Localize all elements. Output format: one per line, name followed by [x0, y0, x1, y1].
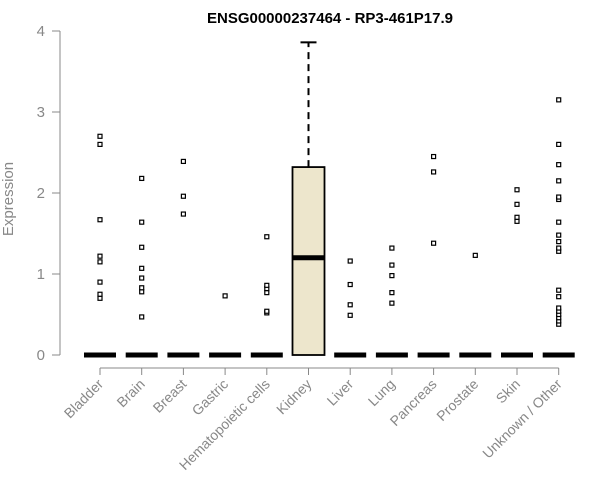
outlier-point [264, 308, 270, 314]
y-tick-label: 1 [37, 266, 45, 283]
outlier-point [347, 258, 353, 264]
outlier-point [389, 300, 395, 306]
outlier-point [139, 175, 145, 182]
outlier-point [556, 287, 562, 293]
x-tick-label: Unknown / Other [479, 376, 565, 462]
outlier-point [514, 187, 520, 193]
outlier-point [180, 211, 186, 217]
outlier-point [514, 201, 520, 207]
outlier-point [472, 252, 478, 258]
outlier-point [97, 141, 103, 147]
outlier-point [556, 294, 562, 300]
outlier-point [97, 253, 103, 259]
y-tick-label: 4 [37, 23, 45, 40]
outlier-point [556, 141, 562, 147]
outlier-point [556, 245, 562, 251]
outlier-point [139, 289, 145, 295]
outlier-point [514, 214, 520, 220]
outlier-point [264, 290, 270, 296]
outlier-point [389, 245, 395, 251]
x-tick-label: Prostate [433, 376, 481, 424]
y-tick-label: 0 [37, 347, 45, 364]
outlier-point [97, 291, 103, 297]
outlier-point [556, 194, 562, 200]
outlier-point [556, 219, 562, 225]
chart-title: ENSG00000237464 - RP3-461P17.9 [207, 10, 453, 27]
outlier-point [97, 259, 103, 265]
outlier-point [180, 158, 186, 165]
outlier-point [139, 314, 145, 320]
x-tick-label: Brain [113, 376, 147, 410]
outlier-point [139, 275, 145, 281]
outlier-point [556, 178, 562, 184]
outlier-point [97, 217, 103, 223]
x-tick-label: Lung [365, 376, 398, 409]
x-tick-label: Breast [150, 376, 190, 416]
x-tick-label: Bladder [61, 376, 107, 422]
outlier-point [556, 97, 562, 103]
outlier-point [431, 240, 437, 246]
outlier-point [431, 169, 437, 175]
x-tick-label: Liver [324, 376, 357, 409]
outlier-point [222, 293, 228, 299]
outlier-point [139, 219, 145, 225]
outlier-point [264, 282, 270, 288]
box [291, 166, 326, 356]
y-tick-label: 3 [37, 104, 45, 121]
outlier-point [514, 218, 520, 224]
outlier-point [556, 162, 562, 168]
outlier-point [180, 193, 186, 199]
outlier-point [139, 285, 145, 291]
outlier-point [97, 133, 103, 139]
x-tick-label: Skin [493, 376, 524, 407]
outlier-point [556, 305, 562, 311]
outlier-point [389, 290, 395, 296]
outlier-point [556, 239, 562, 245]
x-tick-label: Kidney [273, 376, 315, 418]
outlier-point [139, 244, 145, 250]
y-axis-label: Expression [0, 162, 17, 236]
outlier-point [431, 153, 437, 160]
outlier-point [139, 265, 145, 271]
outlier-point [389, 273, 395, 279]
outlier-point [556, 232, 562, 238]
outlier-point [389, 262, 395, 268]
outlier-point [264, 234, 270, 240]
outlier-point [97, 295, 103, 301]
y-tick-label: 2 [37, 185, 45, 202]
outlier-point [347, 312, 353, 318]
outlier-point [97, 279, 103, 285]
outlier-point [347, 302, 353, 308]
outlier-point [347, 281, 353, 288]
